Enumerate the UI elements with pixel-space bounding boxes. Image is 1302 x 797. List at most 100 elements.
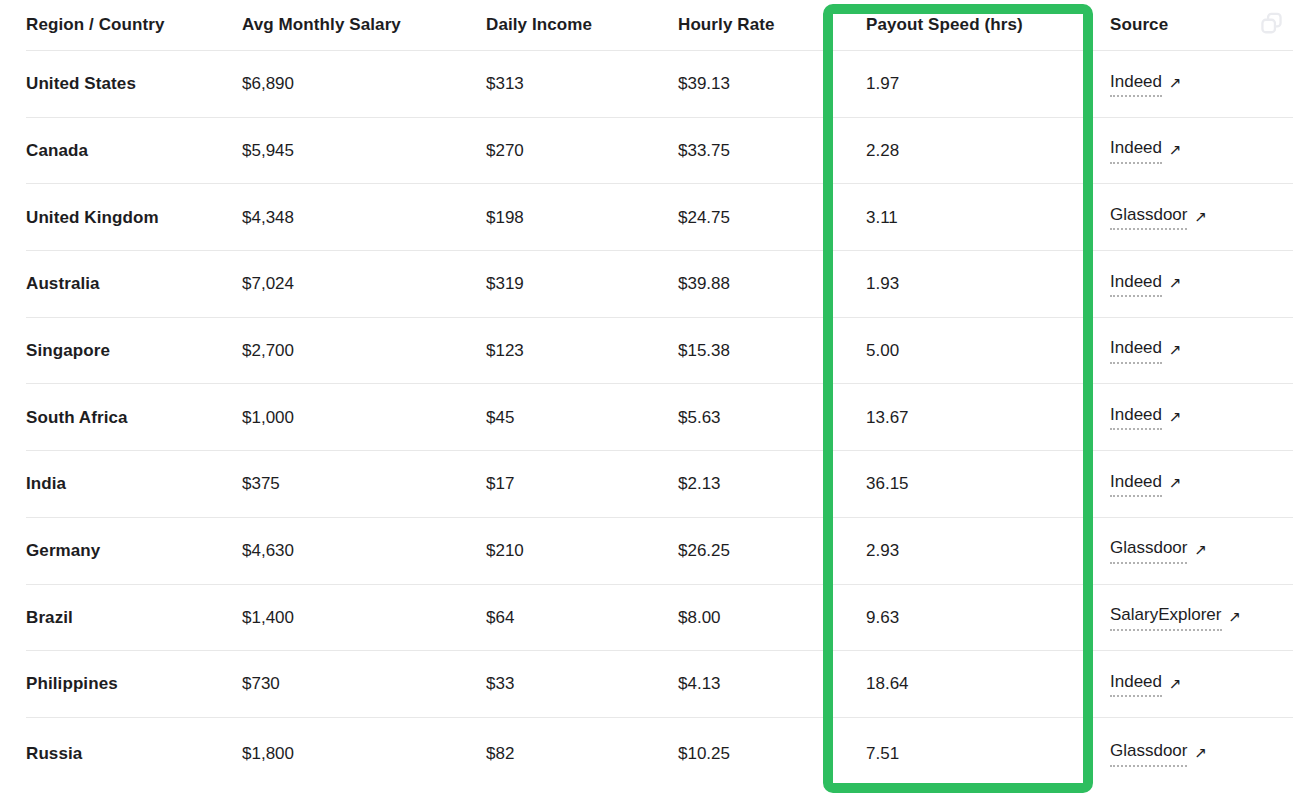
source-link[interactable]: Glassdoor↗ (1110, 205, 1207, 230)
source-link[interactable]: Indeed ↗ (1110, 138, 1182, 163)
cell-hourly_rate: $15.38 (678, 341, 866, 361)
cell-source: Indeed↗ (1110, 672, 1302, 697)
external-link-icon: ↗ (1194, 744, 1207, 762)
cell-hourly_rate: $4.13 (678, 674, 866, 694)
cell-payout_speed_hrs: 1.93 (866, 274, 1110, 294)
table-row: Australia$7,024$319$39.881.93Indeed ↗ (0, 251, 1302, 318)
cell-region: United States (0, 74, 242, 94)
cell-region: Australia (0, 274, 242, 294)
table-row: Brazil$1,400$64$8.009.63SalaryExplorer↗ (0, 585, 1302, 652)
copy-icon[interactable] (1258, 9, 1284, 37)
cell-avg_monthly_salary: $4,348 (242, 208, 486, 228)
cell-hourly_rate: $24.75 (678, 208, 866, 228)
cell-hourly_rate: $2.13 (678, 474, 866, 494)
source-link-label: SalaryExplorer (1110, 605, 1222, 630)
column-header-avg_monthly_salary: Avg Monthly Salary (242, 15, 486, 35)
source-link[interactable]: SalaryExplorer↗ (1110, 605, 1241, 630)
table-row: United States$6,890$313$39.131.97Indeed↗ (0, 51, 1302, 118)
cell-daily_income: $45 (486, 408, 678, 428)
external-link-icon: ↗ (1169, 74, 1182, 92)
cell-region: India (0, 474, 242, 494)
cell-daily_income: $210 (486, 541, 678, 561)
cell-daily_income: $17 (486, 474, 678, 494)
cell-payout_speed_hrs: 9.63 (866, 608, 1110, 628)
cell-payout_speed_hrs: 1.97 (866, 74, 1110, 94)
cell-source: SalaryExplorer↗ (1110, 605, 1302, 630)
cell-daily_income: $319 (486, 274, 678, 294)
cell-payout_speed_hrs: 18.64 (866, 674, 1110, 694)
cell-avg_monthly_salary: $7,024 (242, 274, 486, 294)
source-link[interactable]: Glassdoor ↗ (1110, 741, 1207, 766)
cell-region: Brazil (0, 608, 242, 628)
cell-hourly_rate: $26.25 (678, 541, 866, 561)
cell-daily_income: $198 (486, 208, 678, 228)
source-link[interactable]: Indeed ↗ (1110, 272, 1182, 297)
cell-payout_speed_hrs: 5.00 (866, 341, 1110, 361)
cell-hourly_rate: $5.63 (678, 408, 866, 428)
column-header-payout_speed_hrs: Payout Speed (hrs) (866, 15, 1110, 35)
source-link[interactable]: Indeed↗ (1110, 405, 1182, 430)
cell-payout_speed_hrs: 7.51 (866, 744, 1110, 764)
cell-region: Germany (0, 541, 242, 561)
cell-daily_income: $270 (486, 141, 678, 161)
cell-source: Indeed ↗ (1110, 138, 1302, 163)
external-link-icon: ↗ (1194, 208, 1207, 226)
source-link[interactable]: Indeed↗ (1110, 338, 1182, 363)
cell-hourly_rate: $33.75 (678, 141, 866, 161)
cell-payout_speed_hrs: 36.15 (866, 474, 1110, 494)
cell-daily_income: $82 (486, 744, 678, 764)
cell-hourly_rate: $39.13 (678, 74, 866, 94)
cell-daily_income: $123 (486, 341, 678, 361)
table-row: South Africa$1,000$45$5.6313.67Indeed↗ (0, 384, 1302, 451)
cell-source: Indeed ↗ (1110, 272, 1302, 297)
source-link-label: Indeed (1110, 72, 1162, 97)
external-link-icon: ↗ (1194, 541, 1207, 559)
cell-hourly_rate: $10.25 (678, 744, 866, 764)
source-link-label: Indeed (1110, 472, 1162, 497)
external-link-icon: ↗ (1169, 408, 1182, 426)
cell-daily_income: $64 (486, 608, 678, 628)
cell-region: Philippines (0, 674, 242, 694)
table-row: Germany$4,630$210$26.252.93Glassdoor↗ (0, 518, 1302, 585)
source-link-label: Indeed (1110, 272, 1162, 297)
cell-source: Indeed↗ (1110, 405, 1302, 430)
cell-payout_speed_hrs: 2.93 (866, 541, 1110, 561)
cell-avg_monthly_salary: $375 (242, 474, 486, 494)
external-link-icon: ↗ (1169, 141, 1182, 159)
source-link[interactable]: Indeed↗ (1110, 472, 1182, 497)
source-link[interactable]: Indeed ↗ (1110, 72, 1182, 97)
cell-daily_income: $33 (486, 674, 678, 694)
cell-avg_monthly_salary: $730 (242, 674, 486, 694)
source-link[interactable]: Glassdoor↗ (1110, 538, 1207, 563)
table-row: Canada$5,945$270$33.752.28Indeed↗ (0, 118, 1302, 185)
cell-avg_monthly_salary: $1,400 (242, 608, 486, 628)
table-row: Russia$1,800$82$10.257.51Glassdoor↗ (0, 718, 1302, 797)
salary-table: Region / CountryAvg Monthly SalaryDaily … (0, 0, 1302, 797)
external-link-icon: ↗ (1169, 675, 1182, 693)
cell-region: Canada (0, 141, 242, 161)
cell-hourly_rate: $39.88 (678, 274, 866, 294)
external-link-icon: ↗ (1169, 274, 1182, 292)
cell-region: South Africa (0, 408, 242, 428)
table-row: United Kingdom$4,348$198$24.753.11Glassd… (0, 184, 1302, 251)
source-link[interactable]: Indeed↗ (1110, 672, 1182, 697)
cell-region: United Kingdom (0, 208, 242, 228)
cell-source: Glassdoor↗ (1110, 205, 1302, 230)
cell-region: Singapore (0, 341, 242, 361)
cell-payout_speed_hrs: 13.67 (866, 408, 1110, 428)
cell-avg_monthly_salary: $6,890 (242, 74, 486, 94)
cell-source: Indeed↗ (1110, 338, 1302, 363)
cell-source: Glassdoor↗ (1110, 538, 1302, 563)
cell-avg_monthly_salary: $1,000 (242, 408, 486, 428)
cell-source: Indeed↗ (1110, 472, 1302, 497)
cell-source: Indeed ↗ (1110, 72, 1302, 97)
source-link-label: Indeed (1110, 338, 1162, 363)
cell-source: Glassdoor ↗ (1110, 741, 1302, 766)
column-header-daily_income: Daily Income (486, 15, 678, 35)
cell-payout_speed_hrs: 3.11 (866, 208, 1110, 228)
source-link-label: Glassdoor (1110, 741, 1187, 766)
source-link-label: Indeed (1110, 138, 1162, 163)
cell-region: Russia (0, 744, 242, 764)
cell-payout_speed_hrs: 2.28 (866, 141, 1110, 161)
salary-comparison-table-view: Region / CountryAvg Monthly SalaryDaily … (0, 0, 1302, 797)
